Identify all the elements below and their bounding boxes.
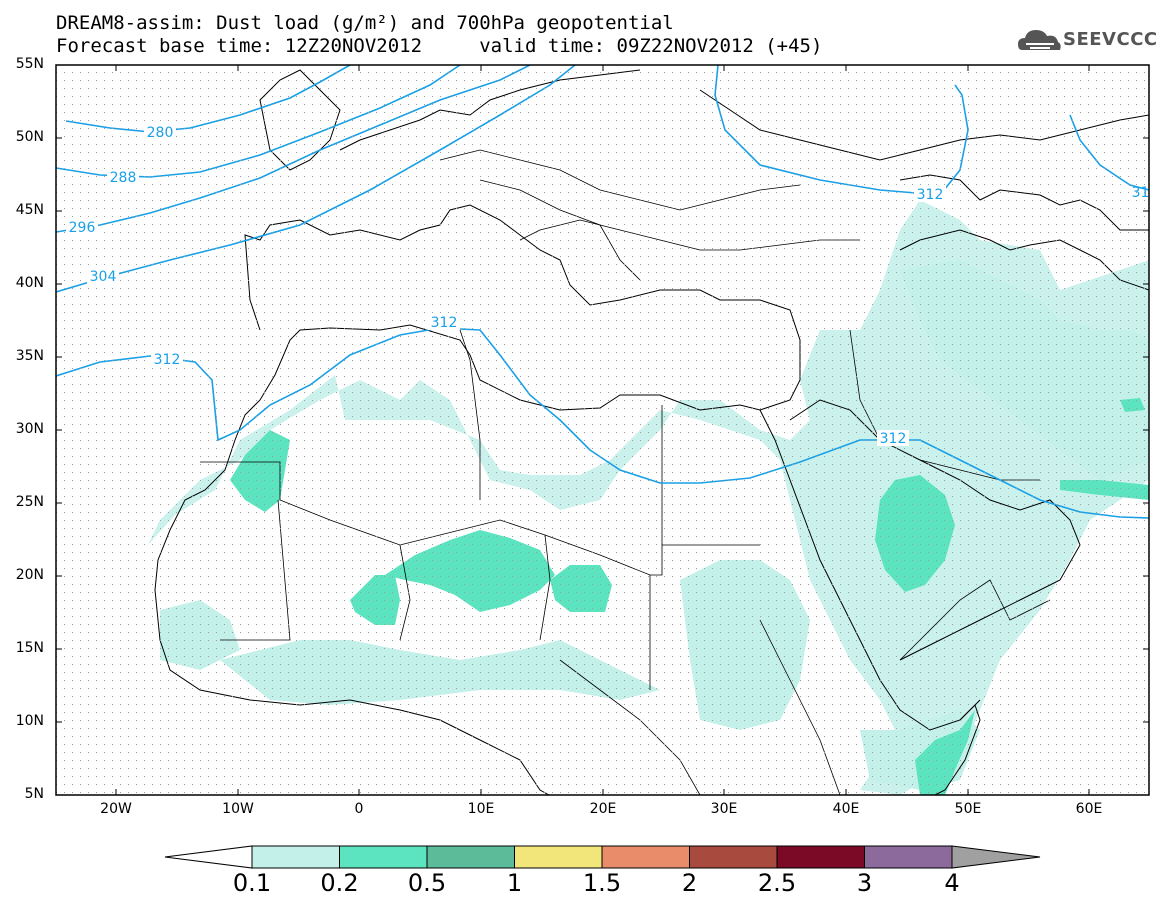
lat-label: 55N [15,56,44,72]
lat-label: 50N [15,129,44,145]
lat-lon-gridlines [56,65,1149,795]
colorbar-over-arrow [951,845,1041,869]
lon-label: 10W [222,801,254,817]
forecast-times: Forecast base time: 12Z20NOV2012 valid t… [56,35,823,57]
lat-label: 10N [15,713,44,729]
lat-label: 45N [15,202,44,218]
map-layers: 280 288 296 304 312 312 312 312 312 [56,65,1159,795]
axis-ticks [56,64,1149,796]
contour-label-312-c: 312 [880,431,907,447]
colorbar-label: 1.5 [582,869,622,897]
lon-label: 40E [832,801,860,817]
lon-label: 60E [1075,801,1103,817]
colorbar-bin-2 [426,845,515,869]
colorbar-bin-6 [776,845,865,869]
colorbar-bin-7 [864,845,953,869]
colorbar-bin-1 [339,845,428,869]
contour-label-296: 296 [69,220,96,236]
seevccc-logo: SEEVCCC [1016,22,1158,58]
lat-label: 40N [15,275,44,291]
lon-label: 50E [954,801,982,817]
lon-label: 0 [354,801,364,817]
colorbar-label: 0.2 [320,869,359,897]
lat-label: 35N [15,348,44,364]
contour-label-312-d: 312 [917,187,944,203]
colorbar-label: 2 [681,869,698,897]
colorbar-bin-5 [689,845,778,869]
lon-label: 30E [710,801,738,817]
lat-label: 25N [15,494,44,510]
colorbar-under-arrow [164,845,253,869]
contour-label-312-b: 312 [431,315,458,331]
contour-label-312-a: 312 [154,352,181,368]
lat-label: 5N [24,786,44,802]
lon-label: 10E [467,801,495,817]
colorbar-label: 1 [506,869,523,897]
lon-label: 20W [100,801,132,817]
lat-label: 30N [15,421,44,437]
colorbar-bin-4 [601,845,690,869]
colorbar-label: 0.1 [232,869,272,897]
lon-label: 20E [589,801,617,817]
lat-label: 20N [15,567,44,583]
colorbar [164,845,1041,869]
lat-label: 15N [15,640,44,656]
colorbar-bin-3 [514,845,603,869]
cloud-icon [1018,30,1061,50]
colorbar-label: 4 [944,869,960,897]
logo-text: SEEVCCC [1063,29,1158,50]
colorbar-label: 0.5 [407,869,447,897]
colorbar-bin-0 [251,845,340,869]
contour-label-288: 288 [110,170,137,186]
contour-label-280: 280 [147,125,174,141]
contour-labels: 280 288 296 304 312 312 312 312 312 [66,124,1159,447]
contour-label-304: 304 [90,269,117,285]
colorbar-label: 2.5 [757,869,797,897]
colorbar-label: 3 [856,869,873,897]
contour-label-312-e: 312 [1132,185,1159,201]
map-title: DREAM8-assim: Dust load (g/m²) and 700hP… [56,12,674,34]
